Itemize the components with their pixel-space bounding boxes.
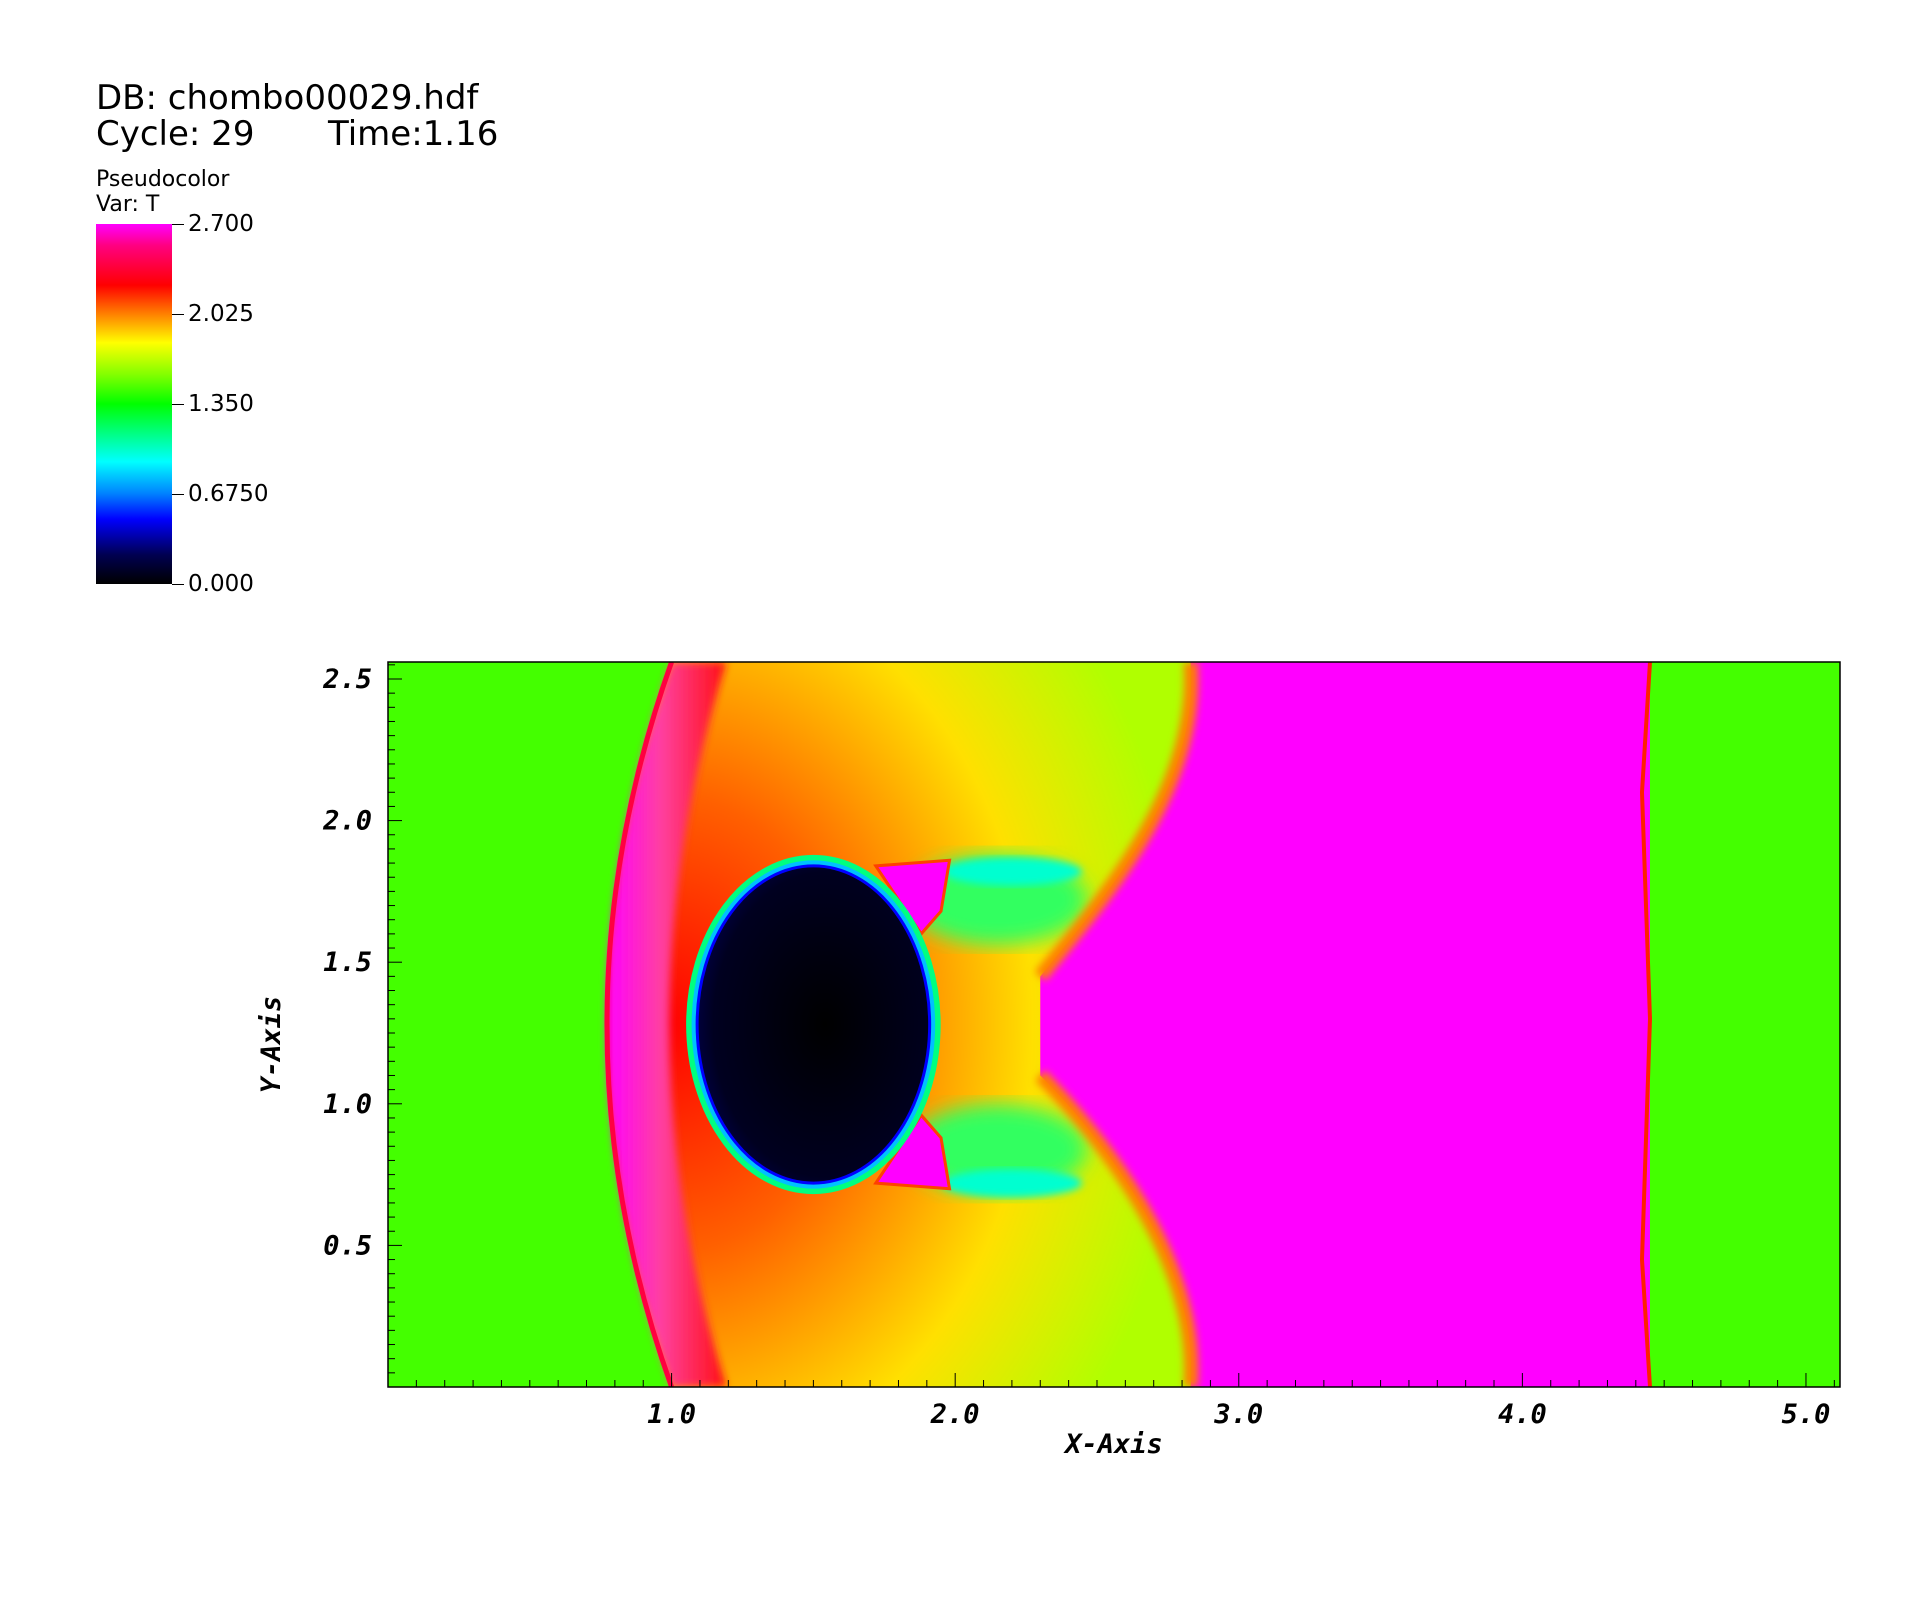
y-axis-label: Y-Axis — [256, 996, 287, 1094]
legend-tick-label: 1.350 — [188, 391, 254, 417]
legend-tick-label: 2.025 — [188, 301, 254, 327]
y-tick-label: 1.5 — [323, 947, 372, 978]
x-tick-label: 5.0 — [1782, 1399, 1831, 1430]
x-tick-label: 4.0 — [1498, 1399, 1547, 1430]
cycle-label: Cycle: 29 — [96, 114, 255, 154]
time-label: Time:1.16 — [328, 114, 499, 154]
upper-shear-layer — [941, 857, 1082, 886]
legend-tick-label: 0.6750 — [188, 481, 269, 507]
color-legend-bar — [96, 224, 172, 584]
database-label: DB: chombo00029.hdf — [96, 78, 479, 118]
y-tick-label: 2.5 — [322, 664, 372, 695]
x-tick-label: 3.0 — [1213, 1399, 1263, 1430]
y-tick-label: 1.0 — [323, 1089, 372, 1120]
lower-slab-front — [1035, 1070, 1199, 1387]
legend-plot-type: Pseudocolor — [96, 167, 230, 192]
hot-slab-region — [1040, 662, 1650, 1387]
bubble-outer-rim — [686, 854, 941, 1195]
cold-bubble — [695, 864, 932, 1185]
bow-shock-band — [606, 662, 727, 1387]
legend-tick-mark — [172, 584, 184, 585]
x-axis-label: X-Axis — [1063, 1429, 1163, 1460]
bubble-middle-rim — [691, 860, 936, 1189]
y-tick-label: 2.0 — [322, 806, 372, 837]
x-tick-label: 2.0 — [930, 1399, 980, 1430]
lower-shear-layer — [941, 1169, 1082, 1198]
bow-shock-front — [604, 662, 674, 1387]
legend-tick-mark — [172, 494, 184, 495]
legend-tick-label: 2.700 — [188, 211, 254, 237]
upper-slab-front — [1034, 662, 1199, 981]
y-tick-label: 0.5 — [323, 1230, 372, 1261]
legend-tick-mark — [172, 224, 184, 225]
legend-tick-mark — [172, 314, 184, 315]
legend-tick-label: 0.000 — [188, 571, 254, 597]
plot-frame — [387, 661, 1841, 1388]
legend-variable: Var: T — [96, 192, 160, 217]
x-tick-label: 1.0 — [647, 1399, 696, 1430]
legend-tick-mark — [172, 404, 184, 405]
slab-trailing-edge — [1639, 662, 1652, 1387]
